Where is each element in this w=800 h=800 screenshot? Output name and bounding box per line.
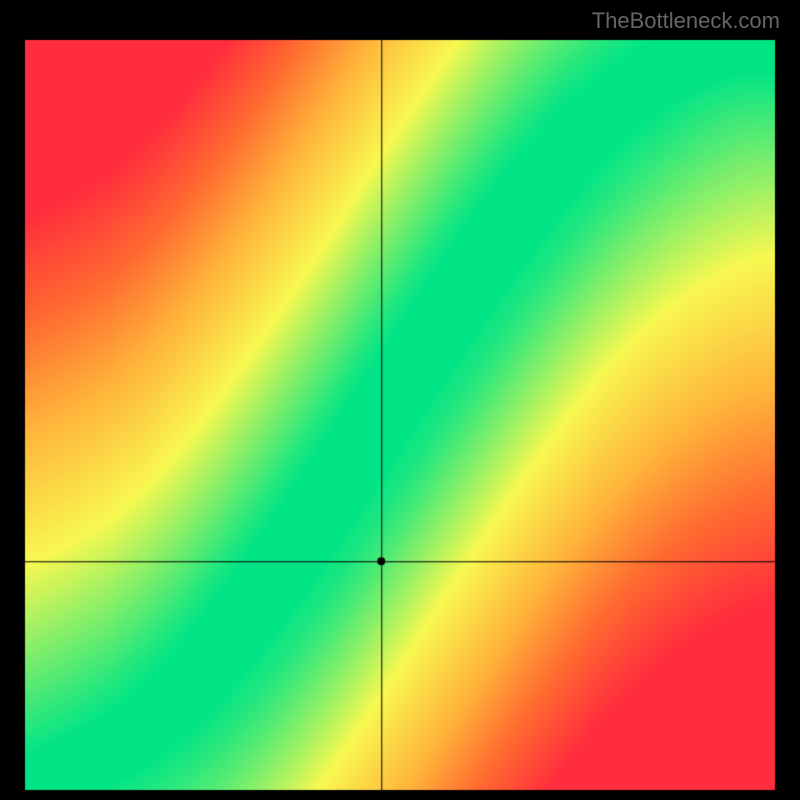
watermark-text: TheBottleneck.com <box>592 8 780 34</box>
bottleneck-heatmap <box>0 0 800 800</box>
